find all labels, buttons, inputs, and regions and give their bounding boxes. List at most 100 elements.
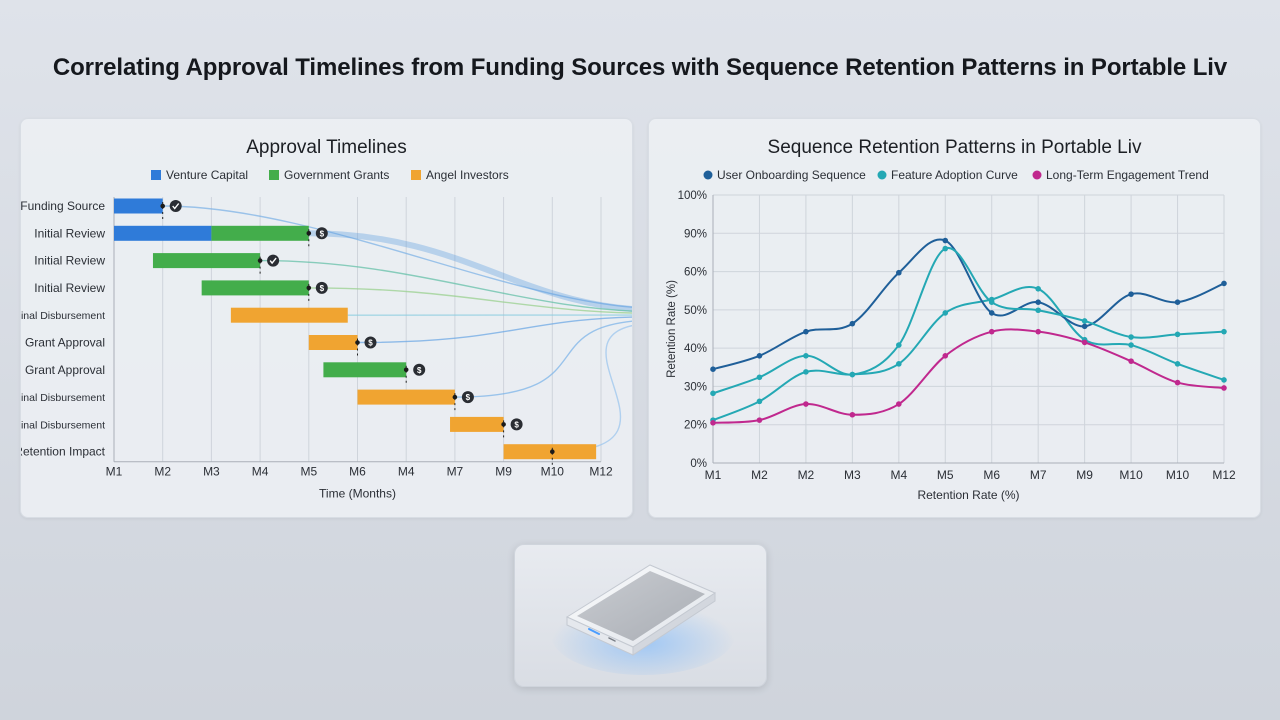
milestone-dot	[355, 340, 360, 345]
dollar-sign: $	[417, 366, 422, 375]
milestone-dot	[501, 422, 506, 427]
legend-label: Long-Term Engagement Trend	[1046, 168, 1209, 182]
approval-timelines-chart: Approval Timelines Venture Capital Governm…	[21, 137, 632, 501]
row-label: Final Disbursement	[21, 392, 105, 404]
gantt-bar	[308, 335, 358, 350]
x-axis-title: Retention Rate (%)	[917, 488, 1019, 502]
connector-line	[162, 205, 632, 308]
gantt-grid	[113, 197, 602, 462]
x-tick-label: M3	[844, 468, 861, 482]
row-label: Retention Impact	[21, 445, 106, 459]
approval-timelines-panel: Approval Timelines Venture Capital Governm…	[20, 118, 633, 518]
dollar-sign: $	[514, 420, 519, 429]
page-title: Correlating Approval Timelines from Fund…	[52, 54, 1228, 81]
legend-swatch	[1032, 170, 1042, 180]
data-point	[1221, 377, 1227, 383]
check-mark	[269, 257, 277, 265]
data-point	[1035, 307, 1041, 314]
data-point	[942, 245, 949, 252]
x-tick-label: M1	[705, 468, 722, 482]
retention-patterns-panel: Sequence Retention Patterns in Portable …	[648, 118, 1261, 518]
x-tick-label: M7	[1030, 468, 1047, 482]
connector-line	[357, 316, 632, 344]
data-point	[710, 420, 716, 426]
data-point	[1035, 299, 1041, 305]
chart-title: Approval Timelines	[246, 137, 407, 158]
row-label: Grant Approval	[25, 336, 105, 350]
device-card	[514, 544, 767, 687]
gantt-bar	[503, 444, 597, 460]
connector-line	[552, 324, 632, 453]
data-point	[1174, 361, 1181, 367]
dollar-sign: $	[466, 393, 471, 402]
data-point	[942, 237, 949, 244]
legend-label: Venture Capital	[166, 168, 248, 182]
chart-title: Sequence Retention Patterns in Portable …	[768, 137, 1142, 158]
data-point	[849, 411, 856, 418]
x-tick-label: M5	[300, 465, 317, 479]
y-tick-label: 100%	[678, 190, 707, 202]
dollar-sign: $	[320, 284, 325, 293]
row-label: Final Disbursement	[21, 310, 105, 322]
row-label: Final Disbursement	[21, 419, 105, 431]
data-point	[1081, 323, 1088, 330]
legend-swatch	[411, 170, 421, 180]
row-label: Initial Review	[34, 281, 105, 295]
data-point	[849, 371, 856, 378]
x-tick-label: M12	[1212, 468, 1236, 482]
data-point	[803, 328, 809, 335]
connector-line	[308, 287, 632, 314]
check-badge-icon	[267, 254, 280, 267]
data-point	[756, 353, 763, 359]
dollar-badge-icon	[315, 227, 328, 240]
data-point	[988, 299, 995, 305]
x-tick-label: M10	[1119, 468, 1143, 482]
row-label: Grant Approval	[25, 363, 105, 377]
data-point	[942, 310, 949, 316]
gantt-bar	[323, 362, 407, 378]
legend-swatch	[877, 170, 887, 180]
row-label: Initial Review	[34, 254, 105, 268]
gantt-bar	[450, 416, 504, 432]
data-point	[1221, 328, 1227, 335]
x-tick-label: M4	[398, 465, 415, 479]
gantt-bar	[114, 225, 212, 241]
data-point	[1174, 331, 1181, 338]
data-point	[1174, 299, 1181, 305]
portable-device-illustration	[551, 564, 735, 675]
dollar-sign: $	[368, 339, 373, 348]
connector-line	[260, 259, 632, 312]
data-point	[988, 328, 995, 335]
data-point	[1128, 342, 1134, 348]
dollar-badge-icon	[413, 363, 426, 376]
gantt-bar	[114, 198, 163, 214]
x-tick-label: M2	[798, 468, 815, 482]
milestone-dot	[403, 367, 409, 373]
line-grid	[712, 194, 1225, 464]
legend-label: User Onboarding Sequence	[717, 168, 866, 182]
check-mark	[172, 203, 180, 210]
x-tick-label: M7	[447, 465, 464, 479]
data-point	[756, 417, 763, 423]
x-tick-label: M12	[589, 465, 613, 479]
gantt-bar	[152, 253, 261, 269]
data-point	[896, 342, 902, 348]
data-point	[803, 401, 809, 407]
milestone-dot	[257, 258, 263, 263]
data-point	[803, 369, 809, 375]
dollar-badge-icon	[510, 418, 523, 431]
milestone-dot	[452, 394, 458, 400]
data-point	[756, 398, 763, 405]
data-point	[1221, 385, 1227, 391]
x-tick-label: M9	[1076, 468, 1093, 482]
x-tick-label: M9	[495, 465, 512, 479]
retention-patterns-chart: Sequence Retention Patterns in Portable …	[666, 137, 1236, 502]
check-badge-icon	[169, 200, 182, 212]
connector-line	[308, 230, 632, 312]
gantt-bar	[230, 307, 348, 323]
data-point	[1128, 358, 1134, 364]
gantt-bar	[357, 389, 455, 405]
series-line	[712, 286, 1225, 422]
dollar-badge-icon	[364, 336, 377, 349]
gantt-bar	[201, 280, 309, 296]
